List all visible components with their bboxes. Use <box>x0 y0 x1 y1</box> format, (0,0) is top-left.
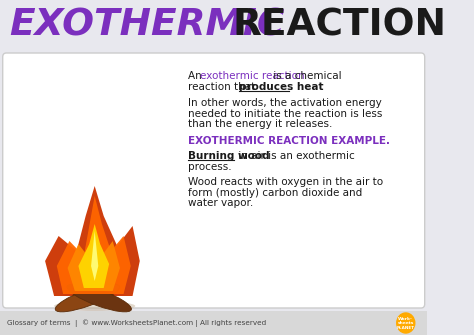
Bar <box>0 0 428 50</box>
Text: water vapor.: water vapor. <box>188 198 253 208</box>
Polygon shape <box>45 186 140 296</box>
Text: process.: process. <box>188 161 231 172</box>
Text: Glossary of terms  |  © www.WorksheetsPlanet.com | All rights reserved: Glossary of terms | © www.WorksheetsPlan… <box>7 319 266 327</box>
Text: exothermic reaction: exothermic reaction <box>200 71 305 81</box>
Bar <box>0 311 428 335</box>
Polygon shape <box>78 224 109 288</box>
Text: .: . <box>290 81 293 91</box>
Text: PLANET: PLANET <box>397 326 415 330</box>
FancyBboxPatch shape <box>3 53 425 308</box>
Text: produces heat: produces heat <box>239 81 323 91</box>
Text: REACTION: REACTION <box>233 7 447 43</box>
Polygon shape <box>57 196 131 294</box>
Text: EXOTHERMIC REACTION EXAMPLE.: EXOTHERMIC REACTION EXAMPLE. <box>188 135 390 145</box>
Polygon shape <box>68 226 120 291</box>
Text: reaction that: reaction that <box>188 81 258 91</box>
Ellipse shape <box>67 284 131 312</box>
Circle shape <box>397 313 415 333</box>
Text: Burning wood: Burning wood <box>188 151 269 161</box>
Ellipse shape <box>55 284 120 312</box>
Text: An: An <box>188 71 205 81</box>
Text: in air is an exothermic: in air is an exothermic <box>235 151 355 161</box>
Text: than the energy it releases.: than the energy it releases. <box>188 119 332 129</box>
Text: Work-
sheets: Work- sheets <box>398 317 414 325</box>
Text: needed to initiate the reaction is less: needed to initiate the reaction is less <box>188 109 382 119</box>
Text: is a chemical: is a chemical <box>270 71 341 81</box>
Ellipse shape <box>54 301 135 311</box>
Text: In other words, the activation energy: In other words, the activation energy <box>188 98 381 108</box>
Text: EXOTHERMIC: EXOTHERMIC <box>9 7 284 43</box>
Text: Wood reacts with oxygen in the air to: Wood reacts with oxygen in the air to <box>188 177 383 187</box>
Polygon shape <box>91 231 98 281</box>
Text: form (mostly) carbon dioxide and: form (mostly) carbon dioxide and <box>188 188 362 198</box>
